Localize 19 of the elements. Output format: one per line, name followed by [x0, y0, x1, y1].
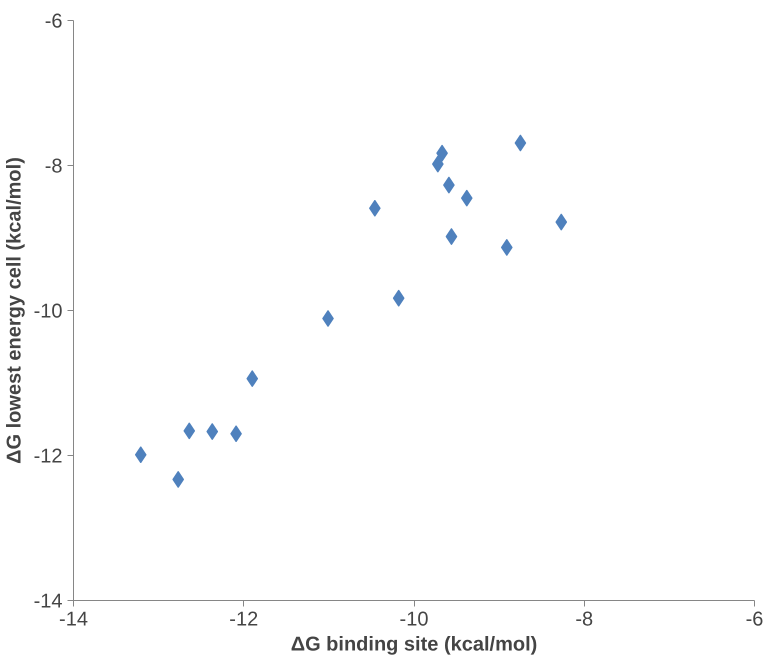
- y-tick-label: -10: [34, 300, 62, 322]
- point: [172, 470, 184, 488]
- x-tick-label: -10: [400, 608, 428, 630]
- point: [206, 423, 218, 440]
- y-tick-label: -12: [34, 446, 62, 468]
- point: [500, 238, 513, 256]
- x-axis-title: ΔG binding site (kcal/mol): [290, 634, 538, 656]
- x-tick-label: -8: [575, 608, 594, 630]
- point: [246, 370, 258, 388]
- y-tick-label: -6: [44, 10, 63, 32]
- x-tick-label: -6: [746, 608, 764, 630]
- y-axis-title: ΔG lowest energy cell (kcal/mol): [4, 157, 26, 464]
- point: [134, 446, 147, 464]
- x-tick-label: -12: [229, 608, 258, 630]
- point: [460, 190, 473, 207]
- point: [392, 290, 405, 307]
- point: [183, 422, 196, 440]
- point: [555, 214, 568, 231]
- y-tick-label: -8: [44, 156, 63, 178]
